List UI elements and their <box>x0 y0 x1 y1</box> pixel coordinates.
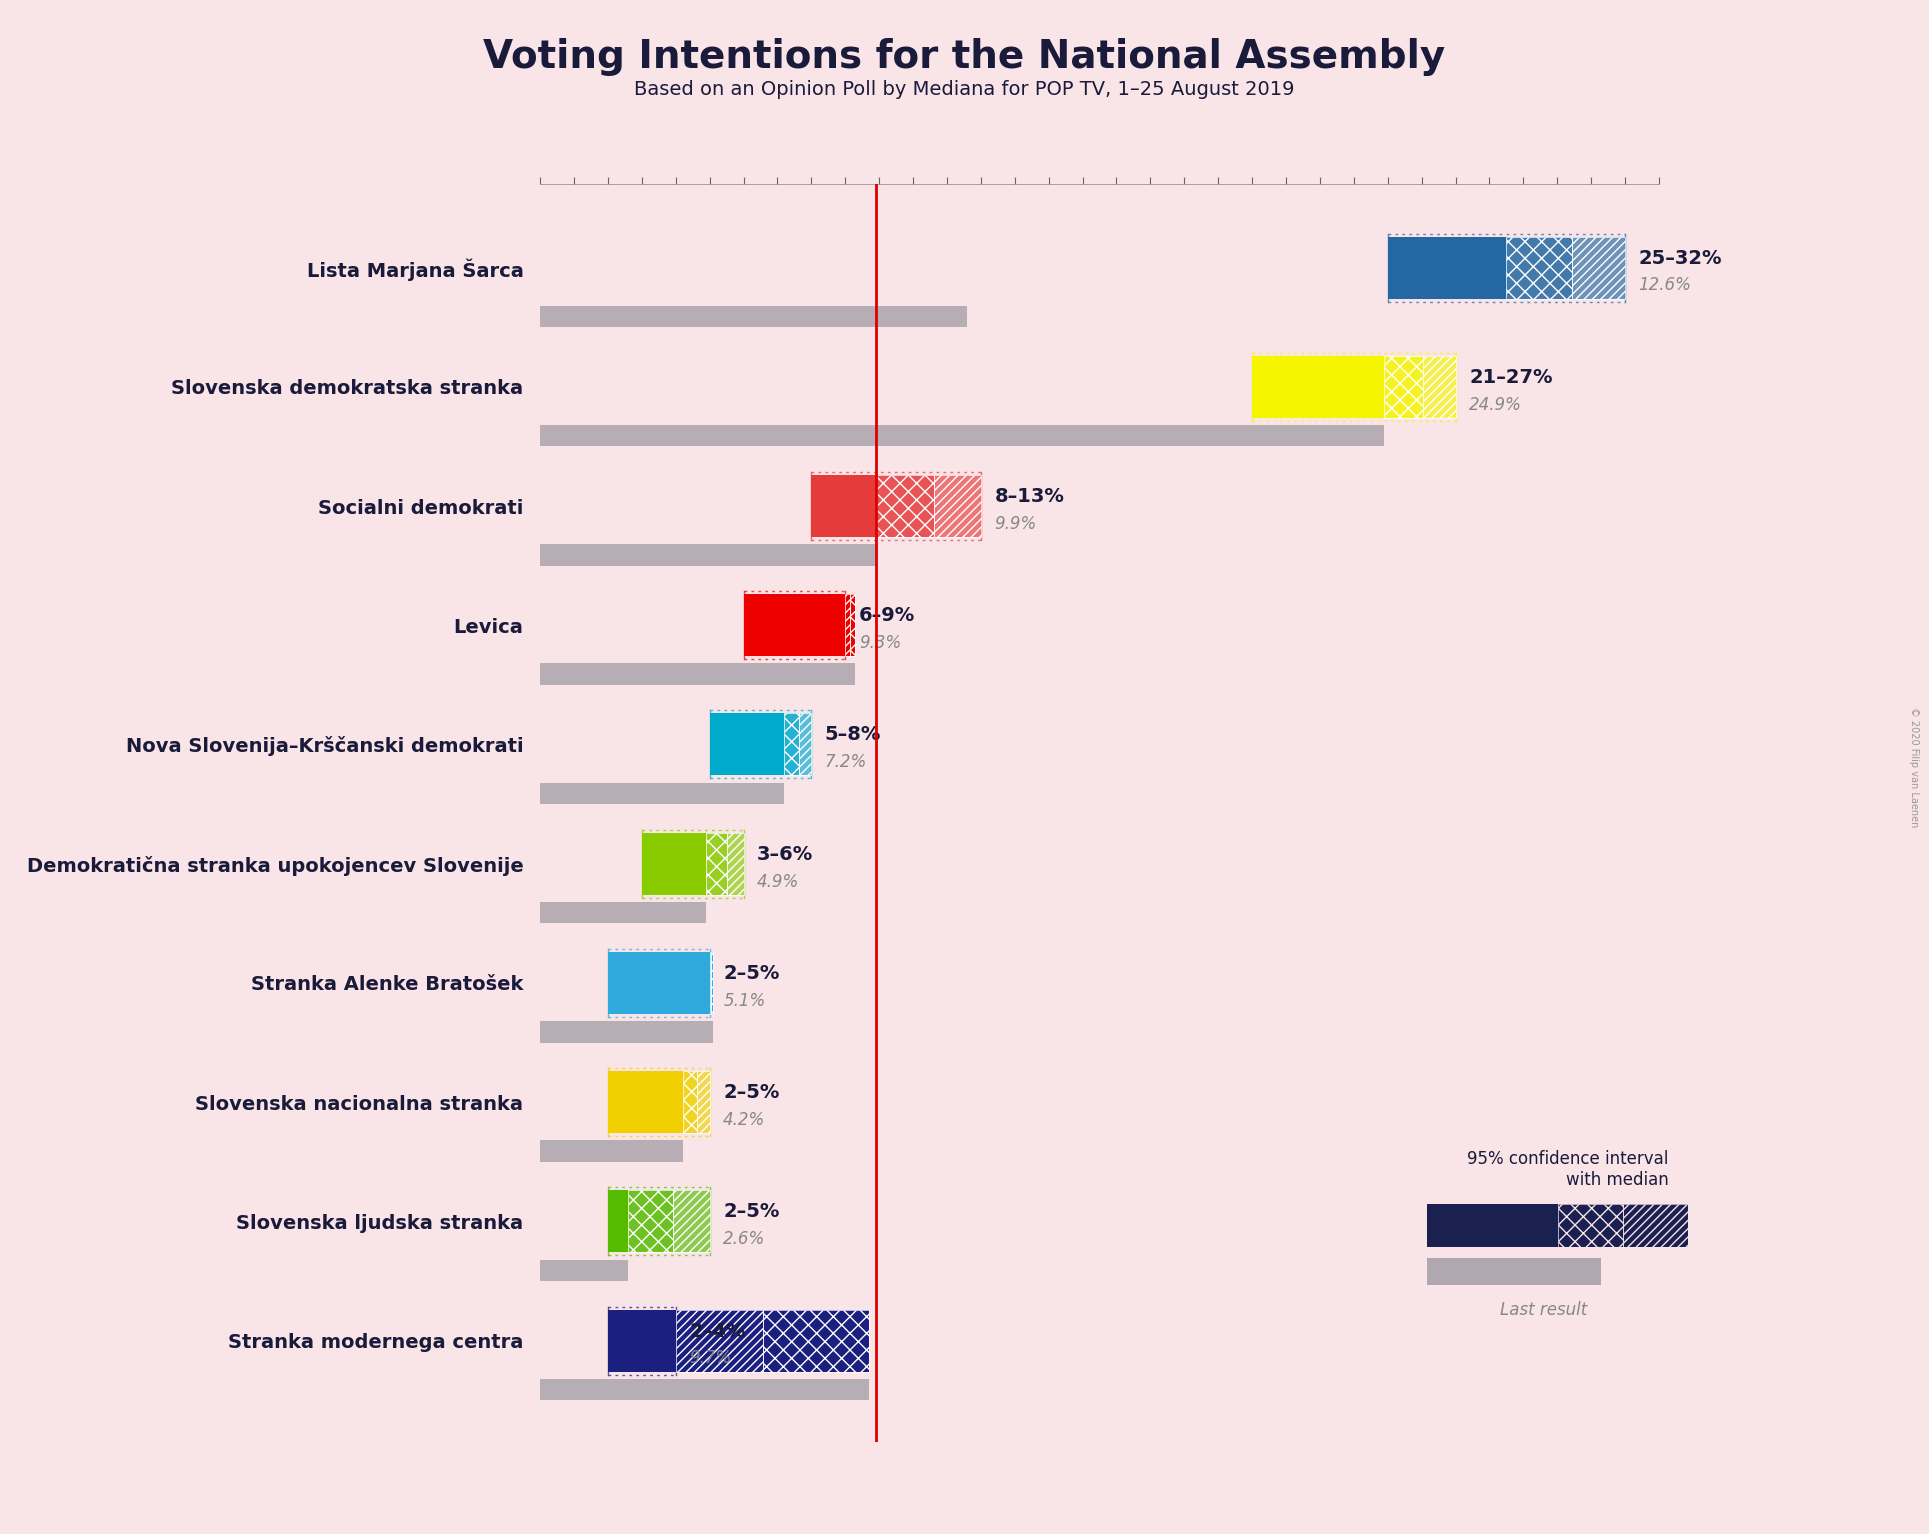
Text: 2–5%: 2–5% <box>723 1203 779 1221</box>
Bar <box>727 833 743 894</box>
Bar <box>629 1190 673 1252</box>
Bar <box>934 476 980 537</box>
Text: 7.2%: 7.2% <box>826 753 868 772</box>
Bar <box>608 1190 629 1252</box>
Bar <box>608 1071 683 1134</box>
Bar <box>673 1190 710 1252</box>
Bar <box>540 782 785 804</box>
Bar <box>1572 236 1624 299</box>
Bar <box>762 1310 868 1371</box>
Bar <box>876 476 934 537</box>
Bar <box>675 1310 762 1371</box>
Bar <box>799 713 812 776</box>
Bar <box>540 1022 714 1043</box>
Bar <box>540 545 876 566</box>
Bar <box>683 1071 698 1134</box>
Text: 5–8%: 5–8% <box>826 726 882 744</box>
Bar <box>1387 236 1507 299</box>
Bar <box>608 1310 868 1371</box>
Text: 2.6%: 2.6% <box>723 1230 766 1249</box>
Bar <box>1507 236 1572 299</box>
Bar <box>876 476 934 537</box>
Bar <box>934 476 980 537</box>
Bar <box>683 1071 698 1134</box>
Text: Based on an Opinion Poll by Mediana for POP TV, 1–25 August 2019: Based on an Opinion Poll by Mediana for … <box>635 80 1294 98</box>
Bar <box>540 425 1385 446</box>
Text: 25–32%: 25–32% <box>1638 249 1723 267</box>
Bar <box>540 663 855 684</box>
Text: 21–27%: 21–27% <box>1470 368 1553 387</box>
Text: 9.9%: 9.9% <box>995 515 1036 532</box>
Bar <box>785 713 799 776</box>
Bar <box>1559 1204 1622 1247</box>
Bar <box>540 1140 683 1161</box>
Bar <box>812 476 876 537</box>
Bar <box>629 1190 673 1252</box>
Bar <box>1424 356 1456 417</box>
Bar <box>785 713 799 776</box>
Bar <box>540 305 966 327</box>
Text: 12.6%: 12.6% <box>1638 276 1692 295</box>
Bar <box>1424 356 1456 417</box>
Bar <box>845 594 851 657</box>
Bar <box>540 902 706 923</box>
Bar <box>1622 1204 1688 1247</box>
Text: 95% confidence interval
with median: 95% confidence interval with median <box>1468 1150 1669 1189</box>
Bar <box>1507 236 1572 299</box>
Bar <box>540 1259 629 1281</box>
Bar <box>706 833 727 894</box>
Bar <box>673 1190 710 1252</box>
Bar <box>845 594 851 657</box>
Text: Last result: Last result <box>1499 1301 1588 1319</box>
Bar <box>642 833 706 894</box>
Bar <box>706 833 727 894</box>
Text: 8–13%: 8–13% <box>995 486 1065 506</box>
Text: 6–9%: 6–9% <box>858 606 914 626</box>
Bar <box>727 833 743 894</box>
Text: 2–5%: 2–5% <box>723 1083 779 1101</box>
Bar <box>799 713 812 776</box>
Bar <box>675 1310 762 1371</box>
Bar <box>540 1379 868 1401</box>
Text: 9.7%: 9.7% <box>689 1350 731 1367</box>
Bar <box>698 1071 710 1134</box>
Bar <box>698 1071 710 1134</box>
Text: 24.9%: 24.9% <box>1470 396 1522 414</box>
Bar <box>1572 236 1624 299</box>
Bar <box>1385 356 1424 417</box>
Bar <box>608 953 714 1014</box>
Bar <box>1622 1204 1688 1247</box>
Bar <box>1559 1204 1622 1247</box>
Bar <box>1427 1204 1559 1247</box>
Text: 5.1%: 5.1% <box>723 992 766 1009</box>
Bar <box>743 594 855 657</box>
Text: © 2020 Filip van Laenen: © 2020 Filip van Laenen <box>1910 707 1919 827</box>
Bar <box>851 594 855 657</box>
Bar <box>1385 356 1424 417</box>
Bar <box>1252 356 1385 417</box>
Text: 4.2%: 4.2% <box>723 1111 766 1129</box>
Text: 9.3%: 9.3% <box>858 634 901 652</box>
Bar <box>710 713 785 776</box>
Text: Voting Intentions for the National Assembly: Voting Intentions for the National Assem… <box>484 38 1445 77</box>
Bar <box>762 1310 868 1371</box>
Text: 2–4%: 2–4% <box>689 1322 747 1341</box>
Text: 4.9%: 4.9% <box>756 873 799 891</box>
Text: 2–5%: 2–5% <box>723 963 779 983</box>
Text: 3–6%: 3–6% <box>756 845 814 864</box>
Bar <box>851 594 855 657</box>
